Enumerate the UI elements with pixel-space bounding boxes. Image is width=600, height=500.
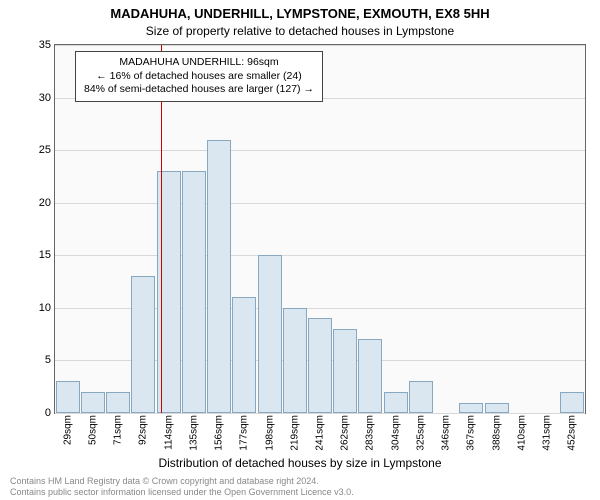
bar [283, 308, 307, 413]
y-tick-label: 25 [23, 144, 55, 156]
y-tick-label: 0 [23, 407, 55, 419]
bar [207, 140, 231, 413]
gridline [55, 203, 585, 204]
x-tick-label: 367sqm [466, 413, 477, 451]
x-tick-label: 304sqm [390, 413, 401, 451]
bar [308, 318, 332, 413]
annotation-line: ← 16% of detached houses are smaller (24… [84, 70, 314, 84]
y-tick-label: 5 [23, 354, 55, 366]
bar [384, 392, 408, 413]
x-tick-label: 198sqm [264, 413, 275, 451]
gridline [55, 150, 585, 151]
bar [81, 392, 105, 413]
y-tick-label: 15 [23, 249, 55, 261]
y-tick-label: 20 [23, 197, 55, 209]
bar [131, 276, 155, 413]
x-tick-label: 452sqm [567, 413, 578, 451]
gridline [55, 45, 585, 46]
bar [485, 403, 509, 414]
bar [459, 403, 483, 414]
x-tick-label: 410sqm [516, 413, 527, 451]
annotation-line: MADAHUHA UNDERHILL: 96sqm [84, 56, 314, 70]
gridline [55, 255, 585, 256]
x-tick-label: 346sqm [441, 413, 452, 451]
y-tick-label: 10 [23, 302, 55, 314]
y-tick-label: 30 [23, 92, 55, 104]
bar [358, 339, 382, 413]
x-tick-label: 283sqm [365, 413, 376, 451]
plot-area: 0510152025303529sqm50sqm71sqm92sqm114sqm… [54, 44, 586, 414]
copyright-text: Contains HM Land Registry data © Crown c… [0, 476, 600, 498]
x-tick-label: 50sqm [87, 413, 98, 445]
chart-subtitle: Size of property relative to detached ho… [0, 24, 600, 38]
y-tick-label: 35 [23, 39, 55, 51]
x-tick-label: 262sqm [340, 413, 351, 451]
x-tick-label: 431sqm [542, 413, 553, 451]
x-tick-label: 135sqm [188, 413, 199, 451]
x-tick-label: 219sqm [289, 413, 300, 451]
bar [182, 171, 206, 413]
bar [333, 329, 357, 413]
copyright-line-2: Contains public sector information licen… [10, 487, 600, 498]
copyright-line-1: Contains HM Land Registry data © Crown c… [10, 476, 600, 487]
bar [258, 255, 282, 413]
x-axis-label: Distribution of detached houses by size … [0, 456, 600, 470]
x-tick-label: 325sqm [415, 413, 426, 451]
x-tick-label: 177sqm [239, 413, 250, 451]
x-tick-label: 156sqm [214, 413, 225, 451]
x-tick-label: 114sqm [163, 413, 174, 450]
annotation-line: 84% of semi-detached houses are larger (… [84, 83, 314, 97]
bar [56, 381, 80, 413]
x-tick-label: 388sqm [491, 413, 502, 451]
chart-title: MADAHUHA, UNDERHILL, LYMPSTONE, EXMOUTH,… [0, 6, 600, 21]
x-tick-label: 71sqm [113, 413, 124, 445]
bar [560, 392, 584, 413]
annotation-box: MADAHUHA UNDERHILL: 96sqm← 16% of detach… [75, 51, 323, 102]
x-tick-label: 241sqm [315, 413, 326, 451]
bar [106, 392, 130, 413]
x-tick-label: 29sqm [62, 413, 73, 445]
bar [232, 297, 256, 413]
x-tick-label: 92sqm [138, 413, 149, 445]
bar [409, 381, 433, 413]
